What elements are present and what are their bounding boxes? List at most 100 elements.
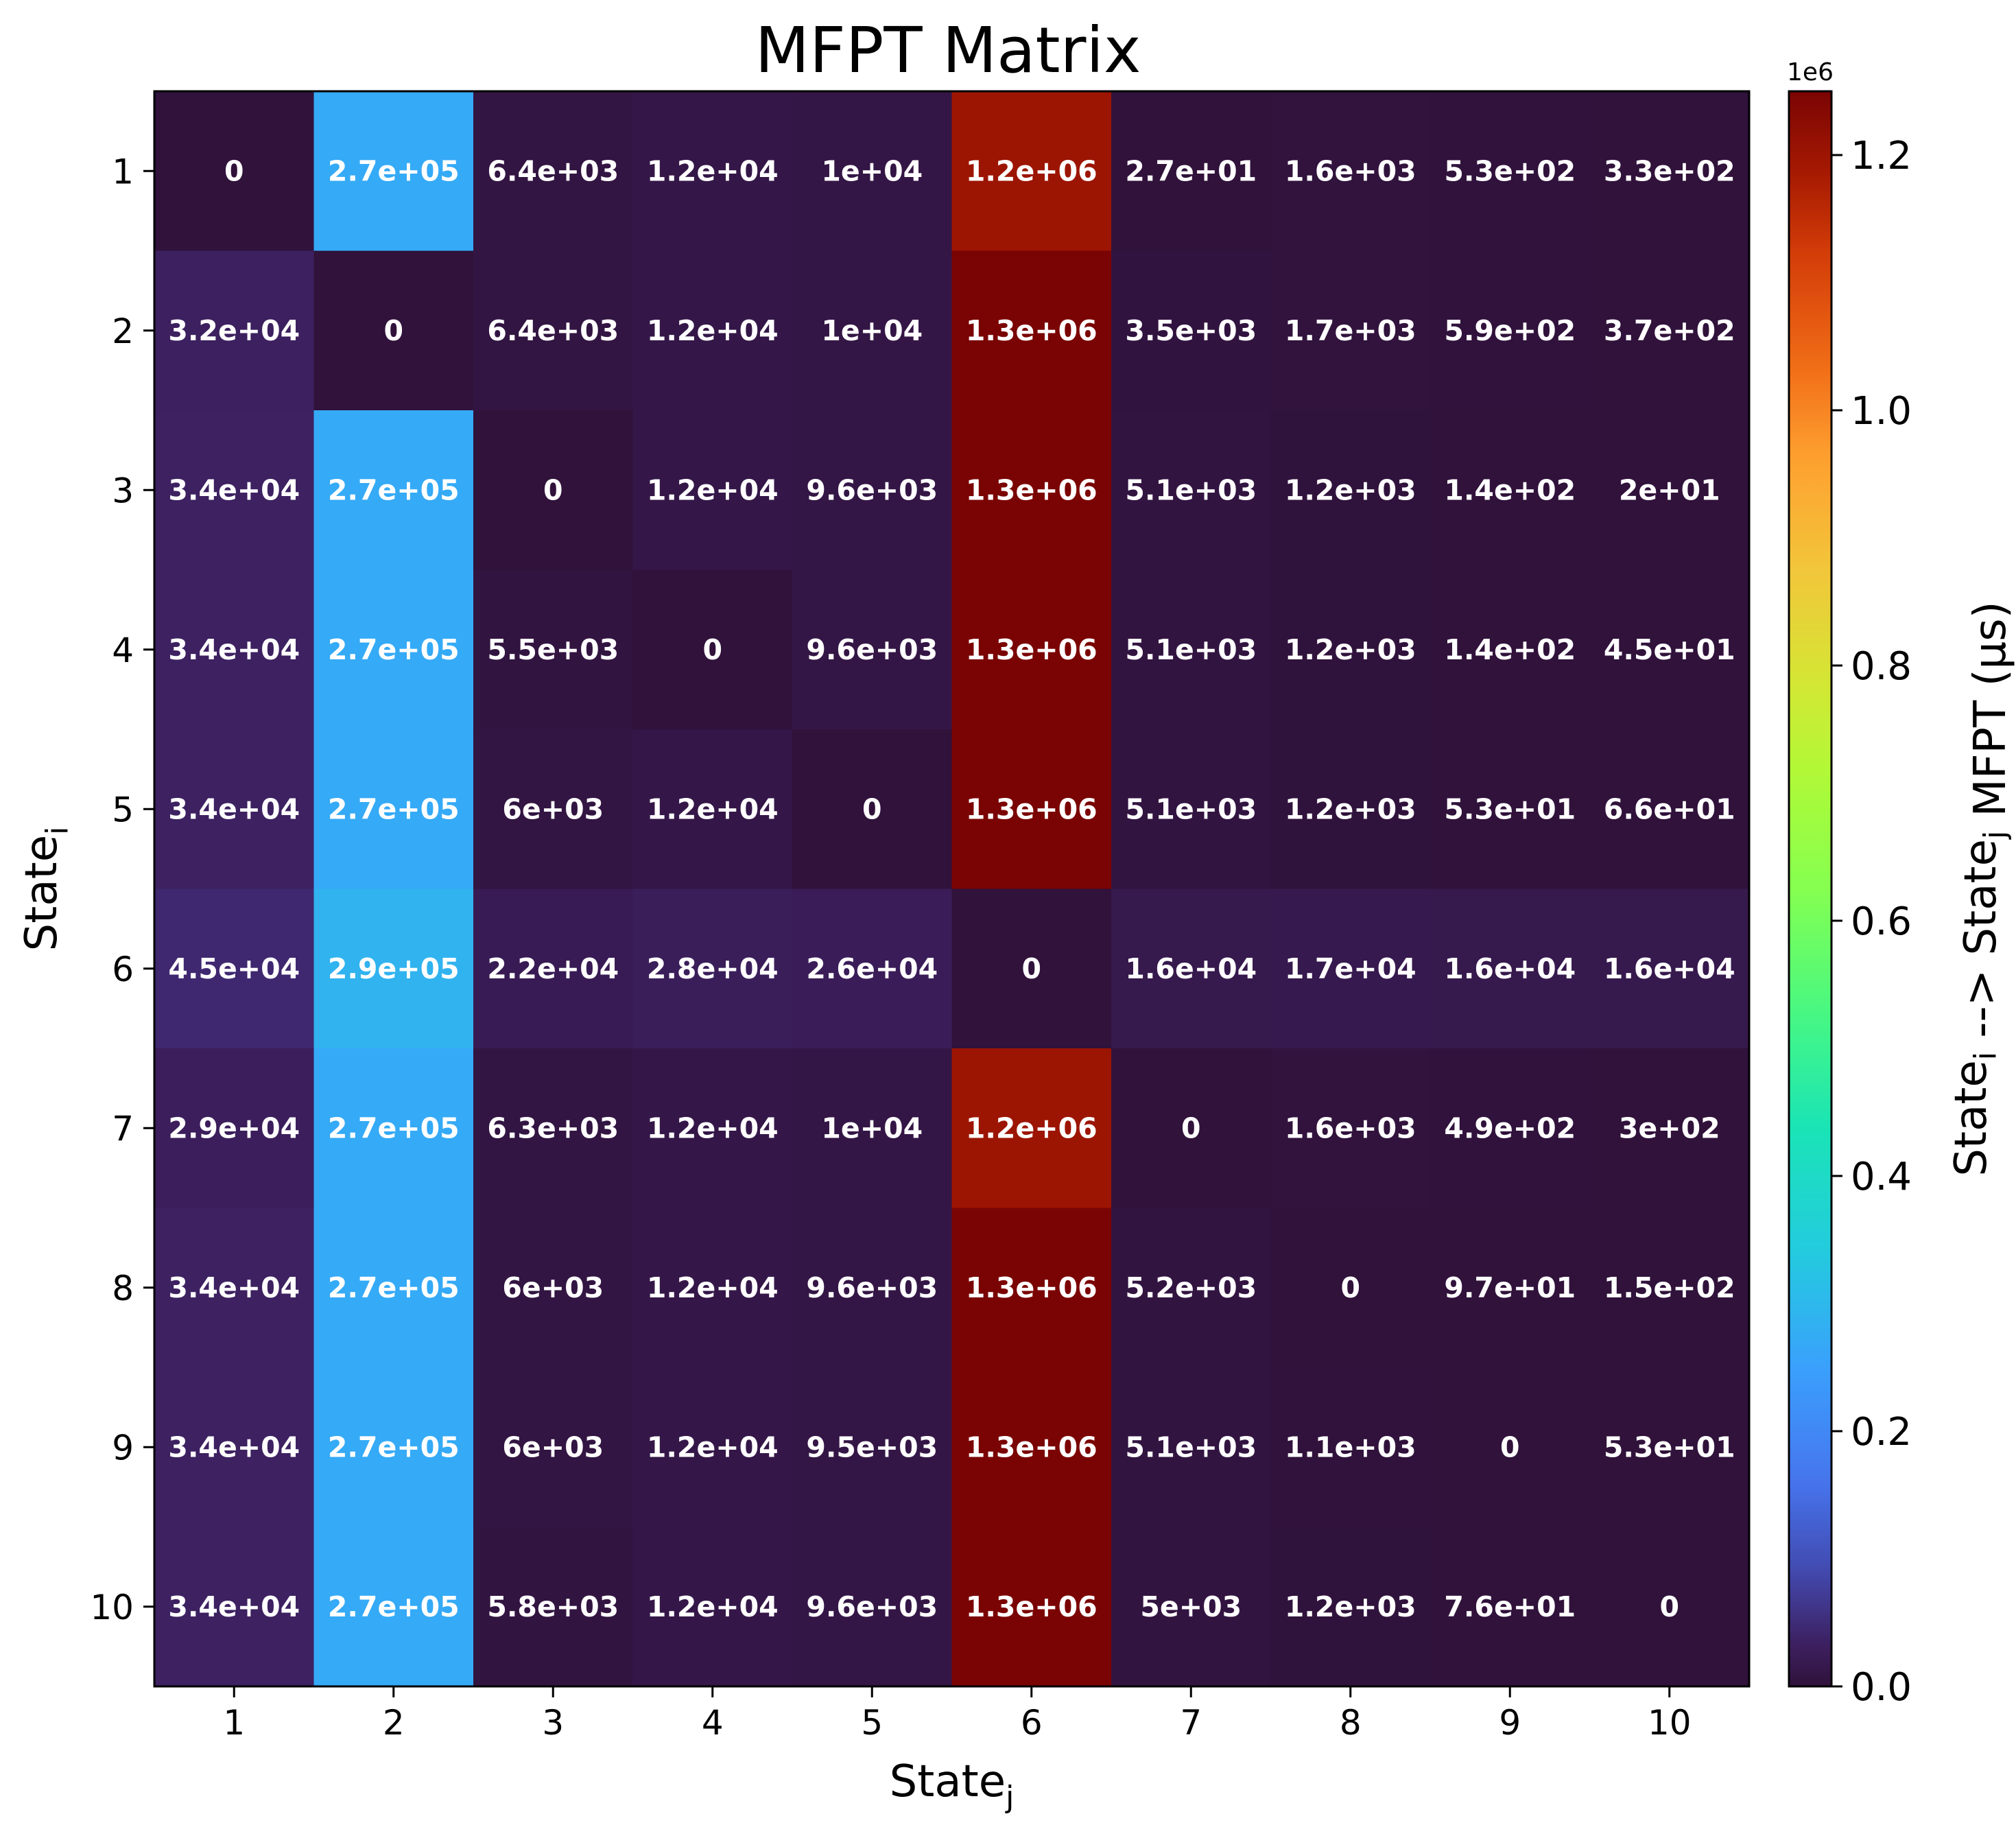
heatmap-cell bbox=[951, 569, 1112, 730]
cell-value-label: 1.3e+06 bbox=[966, 1430, 1098, 1463]
heatmap-cell bbox=[1430, 1367, 1590, 1527]
heatmap-cell bbox=[1589, 1048, 1750, 1208]
heatmap-cell bbox=[1430, 1048, 1590, 1208]
cell-value-label: 6.4e+03 bbox=[487, 314, 619, 347]
heatmap-cell bbox=[473, 91, 633, 251]
heatmap-cell bbox=[313, 410, 474, 570]
colorbar-tick-label: 0.0 bbox=[1851, 1665, 1912, 1710]
heatmap-cell bbox=[951, 1367, 1112, 1527]
cell-value-label: 5.8e+03 bbox=[487, 1590, 619, 1623]
heatmap-cell bbox=[951, 410, 1112, 570]
heatmap-cell bbox=[1111, 1367, 1271, 1527]
y-tick-label: 2 bbox=[112, 311, 134, 351]
heatmap-cell bbox=[1111, 888, 1271, 1049]
cell-value-label: 6e+03 bbox=[502, 1430, 604, 1463]
heatmap-cell bbox=[1430, 410, 1590, 570]
cell-value-label: 1.5e+02 bbox=[1604, 1271, 1735, 1304]
heatmap-cell bbox=[632, 1208, 793, 1368]
plot-frame bbox=[153, 90, 1751, 1688]
heatmap-cell bbox=[1111, 250, 1271, 411]
cell-value-label: 3.2e+04 bbox=[168, 314, 300, 347]
cell-value-label: 1.2e+04 bbox=[647, 792, 779, 825]
cell-value-label: 5.1e+03 bbox=[1125, 633, 1257, 666]
y-tick-label: 4 bbox=[112, 631, 134, 670]
heatmap-cell bbox=[1270, 569, 1431, 730]
cell-value-label: 3.4e+04 bbox=[168, 473, 300, 506]
colorbar-tick-label: 0.8 bbox=[1851, 644, 1912, 689]
chart-title: MFPT Matrix bbox=[755, 14, 1141, 87]
heatmap-cell bbox=[951, 729, 1112, 889]
colorbar bbox=[1788, 90, 1833, 1688]
heatmap-cell bbox=[792, 1208, 952, 1368]
cell-value-label: 1.2e+06 bbox=[966, 1111, 1098, 1144]
y-tick-label: 10 bbox=[90, 1588, 134, 1627]
heatmap-cell bbox=[154, 888, 314, 1049]
heatmap-cell bbox=[792, 91, 952, 251]
x-tick-label: 2 bbox=[383, 1703, 405, 1743]
cell-value-label: 9.5e+03 bbox=[806, 1430, 938, 1463]
cell-value-label: 1e+04 bbox=[821, 154, 923, 187]
cell-value-label: 2.9e+04 bbox=[168, 1111, 300, 1144]
cell-value-label: 3e+02 bbox=[1619, 1111, 1720, 1144]
heatmap-cell bbox=[632, 729, 793, 889]
x-tick-label: 9 bbox=[1499, 1703, 1521, 1743]
cell-value-label: 2.7e+05 bbox=[328, 1590, 460, 1623]
cell-value-label: 2.7e+05 bbox=[328, 1430, 460, 1463]
cell-value-label: 5.3e+01 bbox=[1444, 792, 1576, 825]
heatmap-cell bbox=[792, 250, 952, 411]
y-axis-label: Statei bbox=[16, 827, 75, 952]
x-axis-ticks: 1 2 3 4 5 6 7 8 9 10 bbox=[223, 1686, 1692, 1743]
heatmap-cell bbox=[1270, 1527, 1431, 1687]
cell-value-label: 1.3e+06 bbox=[966, 1271, 1098, 1304]
cell-value-label: 1.7e+03 bbox=[1285, 314, 1416, 347]
cell-value-label: 3.4e+04 bbox=[168, 633, 300, 666]
colorbar-tick-label: 1.2 bbox=[1851, 134, 1912, 178]
heatmap-cell bbox=[313, 1367, 474, 1527]
cell-value-label: 6e+03 bbox=[502, 792, 604, 825]
heatmap-cells bbox=[154, 91, 1750, 1687]
heatmap-cell bbox=[1111, 91, 1271, 251]
heatmap-cell bbox=[313, 888, 474, 1049]
cell-value-label: 9.6e+03 bbox=[806, 633, 938, 666]
cell-value-label: 0 bbox=[383, 314, 403, 347]
cell-value-label: 0 bbox=[1340, 1271, 1360, 1304]
cell-value-label: 3.4e+04 bbox=[168, 1590, 300, 1623]
heatmap-cell-labels: 0 2.7e+05 6.4e+03 1.2e+04 1e+04 1.2e+06 2.7e+0… bbox=[168, 154, 1735, 1623]
heatmap-cell bbox=[1589, 1208, 1750, 1368]
heatmap-cell bbox=[632, 1367, 793, 1527]
heatmap-cell bbox=[154, 250, 314, 411]
cell-value-label: 5.5e+03 bbox=[487, 633, 619, 666]
heatmap-cell bbox=[632, 888, 793, 1049]
cell-value-label: 0 bbox=[1181, 1111, 1201, 1144]
cell-value-label: 1.6e+03 bbox=[1285, 154, 1416, 187]
cell-value-label: 1.2e+03 bbox=[1285, 633, 1416, 666]
cell-value-label: 5.3e+02 bbox=[1444, 154, 1576, 187]
cell-value-label: 1.6e+03 bbox=[1285, 1111, 1416, 1144]
heatmap-cell bbox=[1270, 1367, 1431, 1527]
cell-value-label: 5.3e+01 bbox=[1604, 1430, 1735, 1463]
cell-value-label: 1.3e+06 bbox=[966, 633, 1098, 666]
cell-value-label: 1.2e+04 bbox=[647, 473, 779, 506]
heatmap-cell bbox=[1589, 569, 1750, 730]
heatmap-cell bbox=[1589, 1527, 1750, 1687]
cell-value-label: 6.3e+03 bbox=[487, 1111, 619, 1144]
cell-value-label: 6.4e+03 bbox=[487, 154, 619, 187]
cell-value-label: 4.5e+01 bbox=[1604, 633, 1735, 666]
cell-value-label: 1.2e+04 bbox=[647, 1590, 779, 1623]
heatmap-cell bbox=[473, 1367, 633, 1527]
heatmap-cell bbox=[154, 410, 314, 570]
heatmap-cell bbox=[632, 569, 793, 730]
cell-value-label: 3.4e+04 bbox=[168, 792, 300, 825]
cell-value-label: 2e+01 bbox=[1619, 473, 1720, 506]
heatmap-cell bbox=[1111, 1208, 1271, 1368]
cell-value-label: 2.2e+04 bbox=[487, 952, 619, 985]
heatmap-cell bbox=[1589, 250, 1750, 411]
colorbar-tick-label: 1.0 bbox=[1851, 389, 1912, 434]
cell-value-label: 1.3e+06 bbox=[966, 314, 1098, 347]
cell-value-label: 1.2e+03 bbox=[1285, 792, 1416, 825]
heatmap-cell bbox=[1111, 1527, 1271, 1687]
heatmap-cell bbox=[792, 888, 952, 1049]
y-axis-ticks: 1 2 3 4 5 6 7 8 9 10 bbox=[90, 152, 154, 1627]
cell-value-label: 7.6e+01 bbox=[1444, 1590, 1576, 1623]
